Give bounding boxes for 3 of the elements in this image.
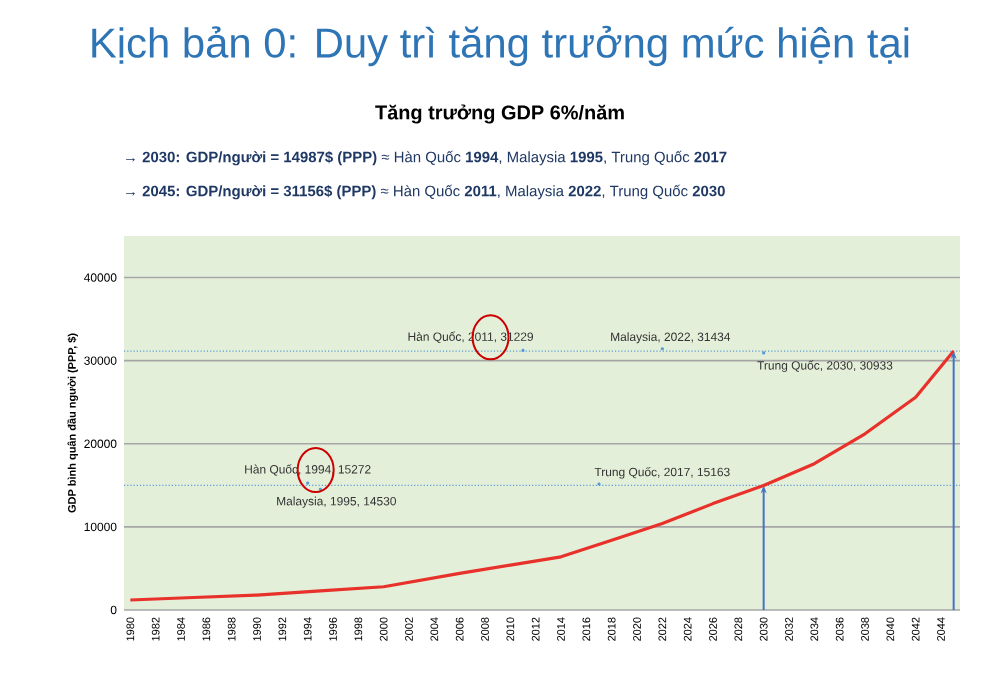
line-series	[128, 349, 956, 602]
chart-title: Kịch bản 0: Duy trì tăng trưởng mức hiện tại	[92, 25, 909, 67]
chart-subtitle: Tăng trưởng GDP 6%/năm	[375, 104, 624, 124]
